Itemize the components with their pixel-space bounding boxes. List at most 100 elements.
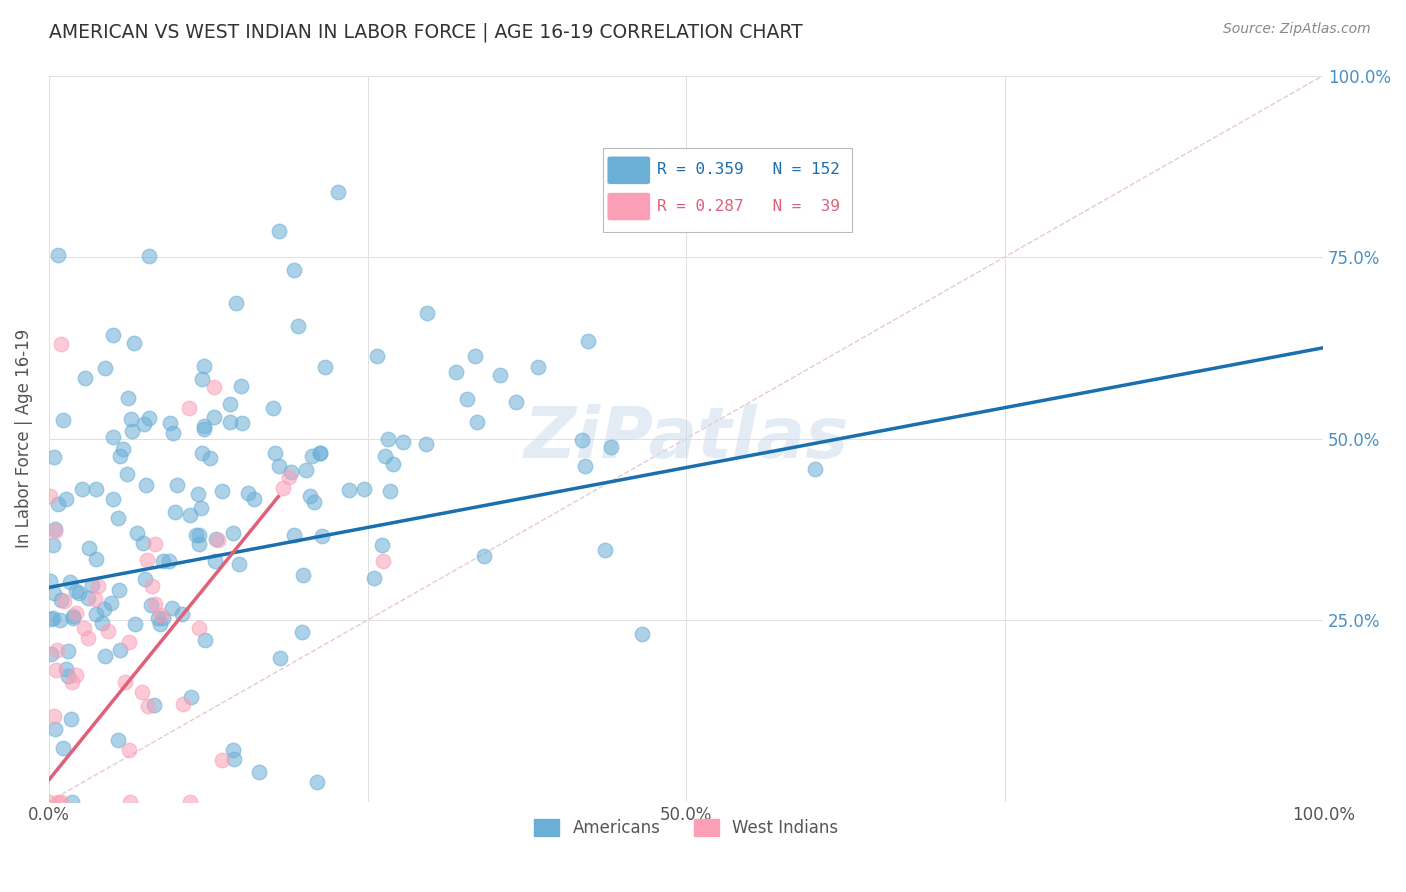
West Indians [172, 697, 194, 711]
Americans [326, 186, 349, 200]
Americans [160, 601, 183, 615]
Americans [117, 391, 139, 405]
Americans [138, 249, 160, 263]
Americans [309, 446, 332, 460]
West Indians [49, 795, 72, 809]
Americans [122, 335, 145, 350]
West Indians [271, 481, 294, 495]
Americans [51, 592, 73, 607]
West Indians [131, 685, 153, 699]
Americans [39, 574, 62, 589]
Americans [56, 669, 79, 683]
Americans [211, 484, 233, 499]
Americans [107, 733, 129, 747]
Americans [446, 365, 468, 379]
Americans [93, 602, 115, 616]
West Indians [207, 533, 229, 547]
Americans [80, 578, 103, 592]
Americans [377, 432, 399, 446]
West Indians [187, 621, 209, 635]
Americans [191, 446, 214, 460]
Americans [152, 554, 174, 568]
Americans [263, 401, 285, 415]
Americans [62, 609, 84, 624]
Americans [236, 486, 259, 500]
Americans [162, 425, 184, 440]
Americans [101, 492, 124, 507]
Americans [505, 395, 527, 409]
Americans [527, 359, 550, 374]
Americans [456, 392, 478, 407]
Americans [283, 528, 305, 542]
Text: AMERICAN VS WEST INDIAN IN LABOR FORCE | AGE 16-19 CORRELATION CHART: AMERICAN VS WEST INDIAN IN LABOR FORCE |… [49, 22, 803, 42]
Americans [67, 585, 90, 599]
West Indians [179, 795, 201, 809]
Americans [46, 497, 69, 511]
West Indians [114, 675, 136, 690]
Americans [803, 462, 825, 476]
Americans [353, 483, 375, 497]
Americans [152, 610, 174, 624]
Americans [131, 536, 153, 550]
Americans [465, 415, 488, 429]
West Indians [45, 663, 67, 677]
Americans [191, 372, 214, 386]
Americans [193, 418, 215, 433]
Americans [108, 582, 131, 597]
Americans [224, 752, 246, 766]
Americans [571, 433, 593, 447]
Americans [107, 511, 129, 525]
Americans [138, 410, 160, 425]
Americans [283, 262, 305, 277]
Americans [42, 610, 65, 624]
Americans [187, 536, 209, 550]
Americans [86, 607, 108, 622]
Americans [55, 492, 77, 507]
Americans [84, 482, 107, 496]
West Indians [97, 624, 120, 639]
Americans [94, 361, 117, 376]
Americans [52, 413, 75, 427]
Americans [73, 371, 96, 385]
Americans [366, 349, 388, 363]
Americans [143, 698, 166, 712]
West Indians [42, 709, 65, 723]
West Indians [177, 401, 200, 415]
Americans [165, 505, 187, 519]
Americans [363, 570, 385, 584]
Americans [222, 743, 245, 757]
West Indians [65, 607, 87, 621]
Americans [77, 591, 100, 606]
Americans [121, 424, 143, 438]
Americans [269, 651, 291, 665]
Americans [125, 526, 148, 541]
Americans [415, 437, 437, 451]
Americans [108, 643, 131, 657]
Americans [269, 458, 291, 473]
West Indians [136, 553, 159, 567]
FancyBboxPatch shape [607, 193, 651, 220]
Americans [159, 416, 181, 430]
Americans [52, 740, 75, 755]
Americans [287, 319, 309, 334]
Americans [576, 334, 599, 348]
Americans [301, 449, 323, 463]
Americans [46, 248, 69, 262]
West Indians [120, 795, 142, 809]
West Indians [87, 579, 110, 593]
Americans [204, 554, 226, 568]
Americans [120, 412, 142, 426]
West Indians [39, 489, 62, 503]
Americans [65, 584, 87, 599]
West Indians [65, 668, 87, 682]
Americans [416, 306, 439, 320]
Americans [314, 359, 336, 374]
Americans [101, 430, 124, 444]
Americans [378, 484, 401, 499]
Americans [39, 612, 62, 626]
Americans [62, 611, 84, 625]
Americans [62, 795, 84, 809]
Americans [124, 617, 146, 632]
Americans [93, 648, 115, 663]
Americans [630, 626, 652, 640]
